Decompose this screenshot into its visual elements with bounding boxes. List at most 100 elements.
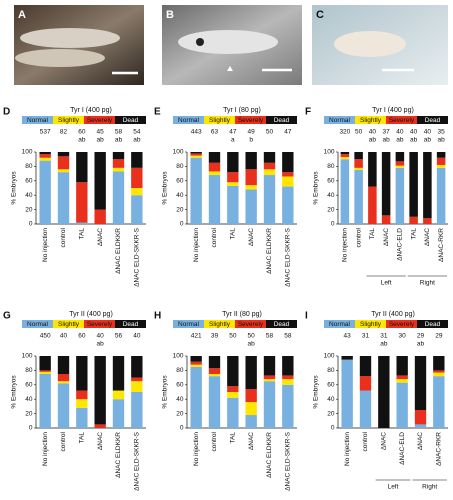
legend-label: Severely [389,321,415,328]
bar-segment [227,356,239,387]
count-label: 50 [248,333,256,340]
count-label: 450 [40,333,51,340]
bar-segment [359,356,372,377]
bar-segment [76,222,88,224]
y-axis-label: % Embryos [313,171,320,205]
y-tick-label: 20 [176,206,184,213]
bar-segment [76,152,88,183]
count-label: 43 [344,333,352,340]
x-tick-label: No injection [42,432,49,466]
bar-segment [245,152,257,170]
panel-label: I [305,311,308,322]
bar-segment [57,374,70,382]
panel-label: A [18,9,26,21]
legend-label: Normal [329,117,351,124]
y-tick-label: 0 [331,425,335,432]
eye [196,38,204,46]
bar-segment [409,152,418,217]
bar-segment [131,356,143,378]
count-label: 58 [266,333,274,340]
bar-segment [131,392,143,428]
count-label: 50 [355,129,363,136]
legend-label: Dead [123,321,139,328]
x-tick-label: ΔNAC [248,432,255,450]
legend-label: Severely [87,117,113,124]
y-axis-label: % Embryos [162,171,169,205]
y-axis-label: % Embryos [162,375,169,409]
panel-label: B [166,9,174,21]
legend-swatch [386,320,417,328]
legend-label: Normal [329,321,351,328]
bar-segment [76,356,88,391]
legend-swatch [235,116,266,124]
x-tick-label: ΔNAC [248,228,255,246]
panel-label: F [305,107,311,118]
count-label: 56 [115,333,123,340]
bar-segment [282,152,294,173]
y-tick-label: 80 [176,163,184,170]
bar-segment [354,170,363,224]
bar-segment [39,160,51,224]
legend-swatch [173,116,204,124]
legend-swatch [53,320,84,328]
bar-segment [359,390,372,428]
legend-label: Normal [178,321,200,328]
bar-segment [227,182,239,186]
bar-segment [190,366,202,428]
x-tick-label: No injection [42,228,49,262]
y-tick-label: 40 [25,396,33,403]
bar-segment [282,176,294,187]
legend-label: Severely [389,117,415,124]
bar-segment [190,155,202,158]
count-label: 40 [424,129,432,136]
x-tick-label: ΔNAC [424,228,431,246]
count-label: 49 [248,129,256,136]
bar-segment [433,370,445,373]
x-tick-label: ΔNAC [383,228,390,246]
significance-label: a [231,137,235,144]
count-label: 40 [369,129,377,136]
bar-segment [263,175,276,224]
bar-segment [227,397,239,428]
embryo [20,28,120,48]
bar-segment [57,169,70,173]
bar-segment [208,171,221,176]
bar-segment [354,152,363,160]
bar-segment [414,356,427,410]
chart-title: Tyr II (80 pg) [222,311,262,318]
bar-segment [433,372,445,377]
bar-segment [263,169,276,176]
bar-segment [190,361,202,365]
bar-segment [76,390,88,400]
significance-label: ab [97,341,105,348]
x-tick-label: ΔNAC [97,228,104,246]
count-label: 40 [97,333,105,340]
panel-label: G [3,311,11,322]
y-axis-label: % Embryos [313,375,320,409]
bar-segment [57,152,70,157]
bar-segment [57,356,70,374]
bar-segment [131,377,143,382]
bar-segment [112,159,125,168]
legend-label: Normal [178,117,200,124]
legend-label: Normal [27,321,49,328]
panel-label: C [316,9,324,21]
panel-label: H [154,311,161,322]
significance-label: ab [410,137,418,144]
y-axis-label: % Embryos [11,171,18,205]
legend-swatch [324,320,355,328]
x-tick-label: ΔNAC [381,432,388,450]
x-tick-label: TAL [410,228,417,240]
bar-segment [263,379,276,382]
significance-label: ab [78,137,86,144]
count-label: 35 [438,129,446,136]
legend-swatch [266,320,297,328]
x-tick-label: ΔNAC ELDKKR [115,432,122,478]
bar-segment [227,386,239,392]
bar-segment [245,169,257,186]
y-tick-label: 20 [25,206,33,213]
x-tick-label: No injection [193,432,200,466]
bar-segment [131,188,143,196]
legend-label: Slightly [209,117,231,124]
x-tick-label: TAL [230,432,237,444]
